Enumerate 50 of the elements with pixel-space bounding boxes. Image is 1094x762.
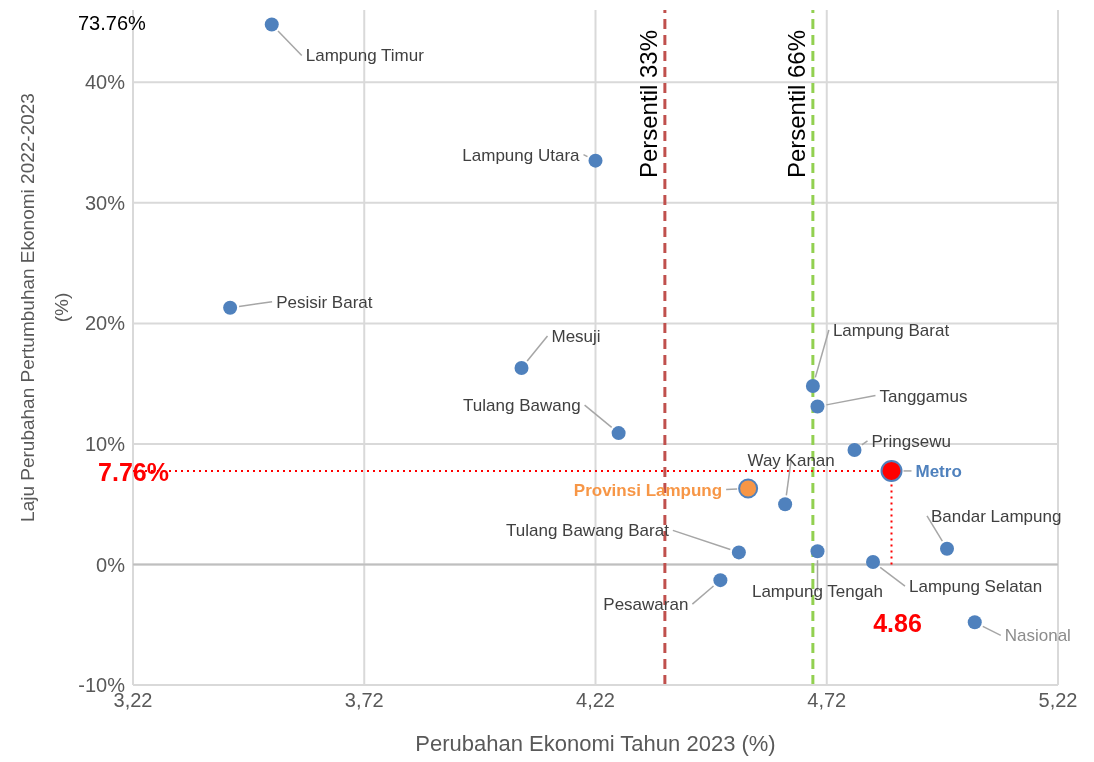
x-tick-label: 4,72 (807, 689, 847, 712)
x-axis-title: Perubahan Ekonomi Tahun 2023 (%) (415, 731, 776, 756)
y-tick-label: 30% (84, 191, 126, 214)
point (778, 497, 793, 512)
x-tick-label: 3,72 (344, 689, 384, 712)
series-label: Lampung Tengah (751, 582, 884, 602)
point (738, 478, 759, 499)
series-label: Bandar Lampung (931, 506, 1062, 526)
series-label: Lampung Utara (462, 145, 581, 165)
ref-line-label: 4.86 (873, 609, 922, 638)
x-tick-label: 5,22 (1038, 689, 1078, 712)
point (731, 545, 746, 560)
text: Lampung Barat (832, 321, 950, 341)
text: Pesisir Barat (276, 292, 373, 312)
point (810, 399, 825, 414)
ref-line-label: 7.76% (98, 457, 169, 486)
series-label: Provinsi Lampung (573, 480, 723, 500)
y-axis-title: Laju Perubahan Pertumbuhan Ekonomi 2022-2023 (%) (17, 93, 72, 522)
point (866, 555, 880, 570)
y-tick-label: 0% (96, 553, 126, 576)
point (805, 379, 820, 394)
point (880, 459, 903, 482)
text: Tulang Bawang (463, 396, 581, 416)
point (810, 544, 825, 559)
ref-line-label: Persentil 66% (782, 30, 810, 179)
text: Way Kanan (747, 451, 835, 471)
point (514, 360, 529, 375)
text: Tulang Bawang Barat (506, 521, 670, 541)
series-label: Metro (915, 461, 962, 481)
y-tick-label: 40% (84, 71, 126, 94)
point (967, 615, 982, 630)
series-label: Pringsewu (871, 431, 951, 451)
point (713, 573, 728, 588)
point (847, 442, 862, 457)
x-tick-label: 4,22 (576, 689, 615, 712)
series-label: Lampung Selatan (909, 577, 1043, 597)
y-tick-label: 20% (84, 312, 126, 335)
ref-line-label: Persentil 33% (634, 30, 662, 179)
text: Tanggamus (879, 386, 968, 406)
point (940, 541, 954, 556)
point (264, 17, 279, 32)
series-label: Nasional (1004, 626, 1071, 646)
point (611, 426, 626, 441)
point (223, 300, 238, 315)
series-label: Mesuji (551, 326, 601, 346)
point (588, 153, 603, 168)
annotation: 73.76% (78, 12, 147, 34)
series-label: Lampung Timur (305, 46, 425, 66)
series-label: Pesawaran (603, 595, 689, 615)
y-tick-label: 10% (84, 433, 126, 456)
